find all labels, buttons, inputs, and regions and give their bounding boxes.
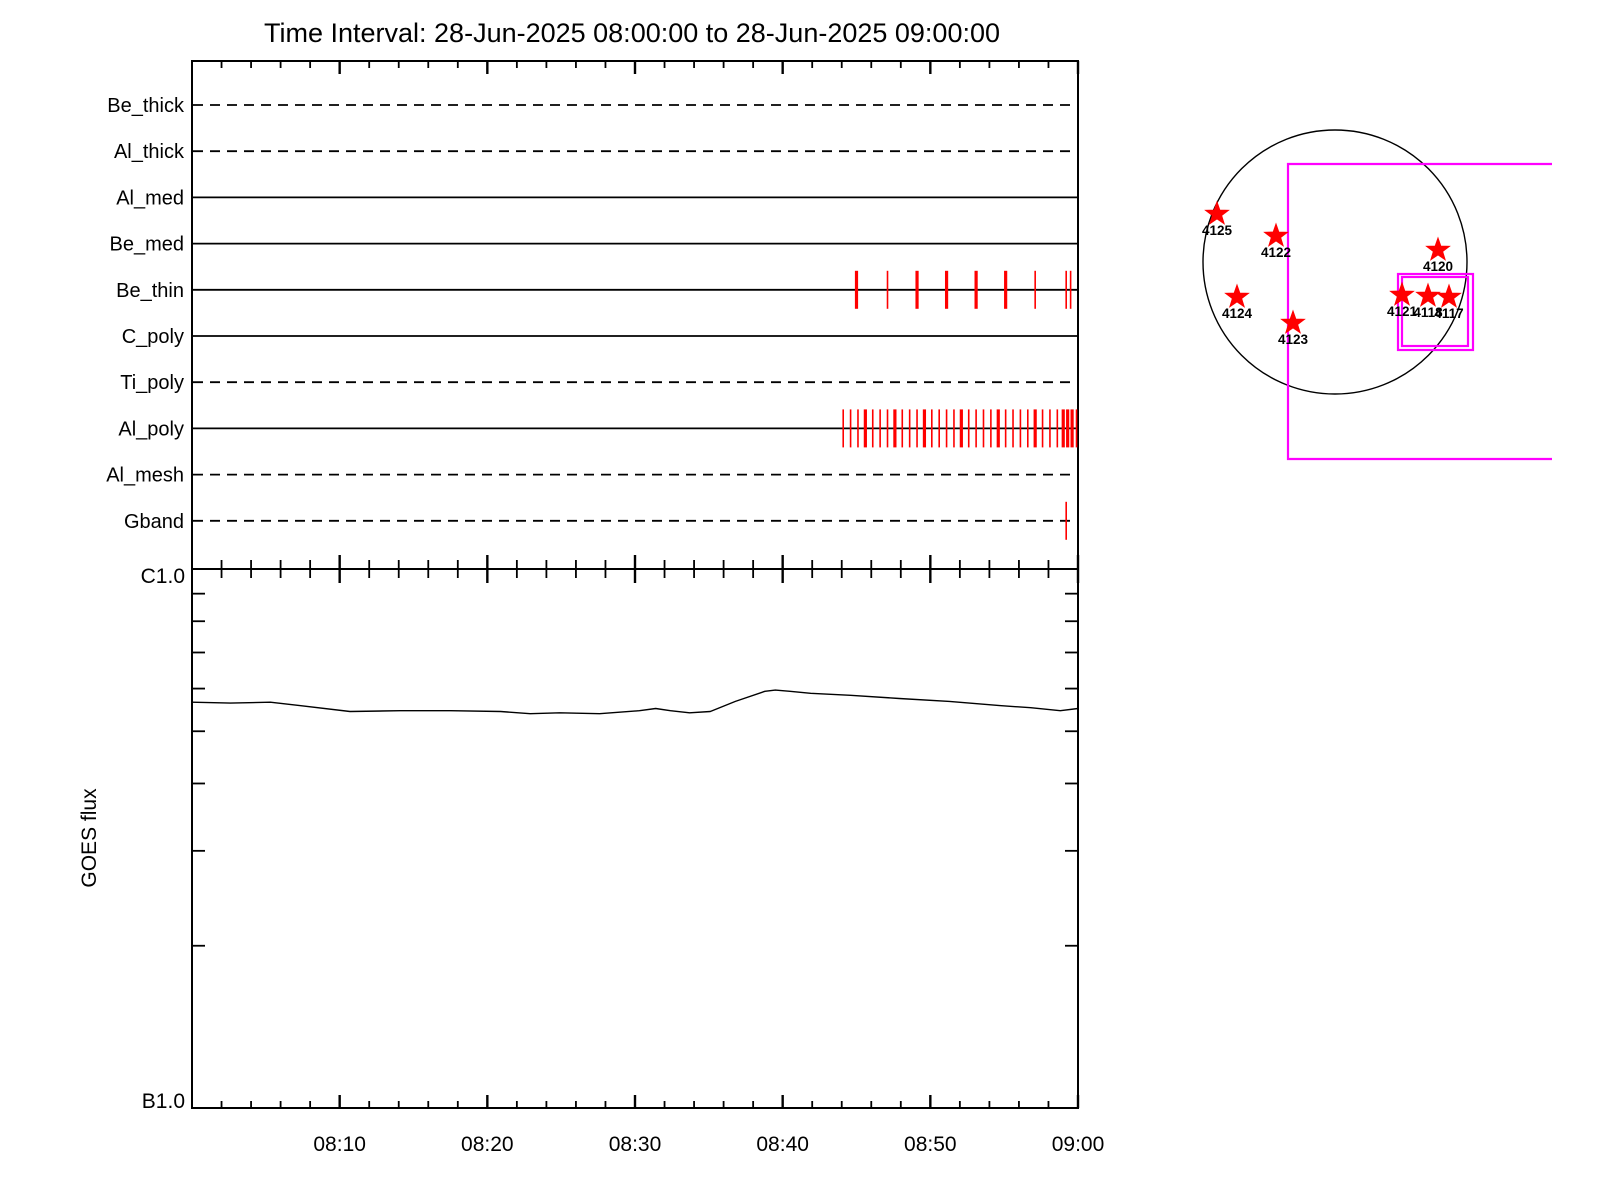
fov-rect-large-fov bbox=[1286, 162, 1552, 461]
solar-limb-circle bbox=[1202, 129, 1468, 395]
goes-flux-curve bbox=[191, 689, 1079, 715]
active-region-star-4125 bbox=[1204, 200, 1230, 225]
filter-row-label-Al_poly: Al_poly bbox=[118, 418, 184, 440]
goes-axis-bottom-label: B1.0 bbox=[142, 1090, 185, 1113]
time-tick-label: 08:20 bbox=[461, 1133, 514, 1156]
active-region-label-4125: 4125 bbox=[1202, 223, 1233, 238]
filter-row-label-Ti_poly: Ti_poly bbox=[120, 372, 184, 394]
active-region-label-4118: 4118 bbox=[1413, 305, 1443, 320]
filter-row-label-Be_med: Be_med bbox=[110, 234, 185, 256]
fov-rect-small-fov-inner bbox=[1400, 275, 1470, 348]
active-region-star-4121 bbox=[1389, 281, 1415, 306]
goes-axis-top-label: C1.0 bbox=[141, 565, 185, 588]
active-region-label-4121: 4121 bbox=[1387, 304, 1418, 319]
filter-row-label-Al_mesh: Al_mesh bbox=[106, 465, 184, 487]
active-region-label-4122: 4122 bbox=[1261, 245, 1291, 260]
active-region-star-4123 bbox=[1280, 309, 1306, 334]
time-tick-label: 08:10 bbox=[313, 1133, 366, 1156]
filter-rows: Be_thick Al_thick Al_med Be_med Be_thin C_pol… bbox=[106, 95, 1077, 533]
filter-row-label-Be_thin: Be_thin bbox=[116, 280, 184, 302]
time-axis-labels: 08:10 08:20 08:30 08:40 08:50 09:00 bbox=[313, 1133, 1104, 1156]
time-tick-label: 08:30 bbox=[609, 1133, 662, 1156]
filter-timeline-panel bbox=[191, 60, 1079, 570]
time-tick-label: 09:00 bbox=[1052, 1133, 1105, 1156]
panel-borders bbox=[191, 60, 1079, 1109]
filter-row-label-Be_thick: Be_thick bbox=[107, 95, 185, 117]
axis-ticks bbox=[192, 61, 1080, 1108]
goes-flux-panel bbox=[191, 568, 1079, 1109]
active-region-star-4120 bbox=[1425, 236, 1451, 261]
time-tick-label: 08:50 bbox=[904, 1133, 957, 1156]
fov-rect-small-fov-outer bbox=[1396, 272, 1475, 352]
goes-axis-title: GOES flux bbox=[78, 788, 101, 888]
goes-flux-series bbox=[191, 689, 1079, 715]
filter-row-label-C_poly: C_poly bbox=[122, 326, 184, 348]
active-region-label-4124: 4124 bbox=[1222, 306, 1253, 321]
active-region-star-4122 bbox=[1263, 222, 1289, 247]
active-region-star-4117 bbox=[1436, 283, 1462, 308]
filter-row-label-Al_med: Al_med bbox=[116, 187, 184, 209]
plot-title: Time Interval: 28-Jun-2025 08:00:00 to 2… bbox=[264, 18, 1000, 48]
active-region-label-4117: 4117 bbox=[1434, 306, 1463, 321]
filter-row-label-Gband: Gband bbox=[124, 511, 184, 533]
exposure-marks bbox=[842, 270, 1078, 540]
active-region-label-4123: 4123 bbox=[1278, 332, 1309, 347]
filter-row-label-Al_thick: Al_thick bbox=[114, 141, 185, 163]
active-region-star-4118 bbox=[1415, 282, 1441, 307]
active-region-label-4120: 4120 bbox=[1423, 259, 1453, 274]
active-region-star-4124 bbox=[1224, 283, 1250, 308]
time-tick-label: 08:40 bbox=[756, 1133, 809, 1156]
